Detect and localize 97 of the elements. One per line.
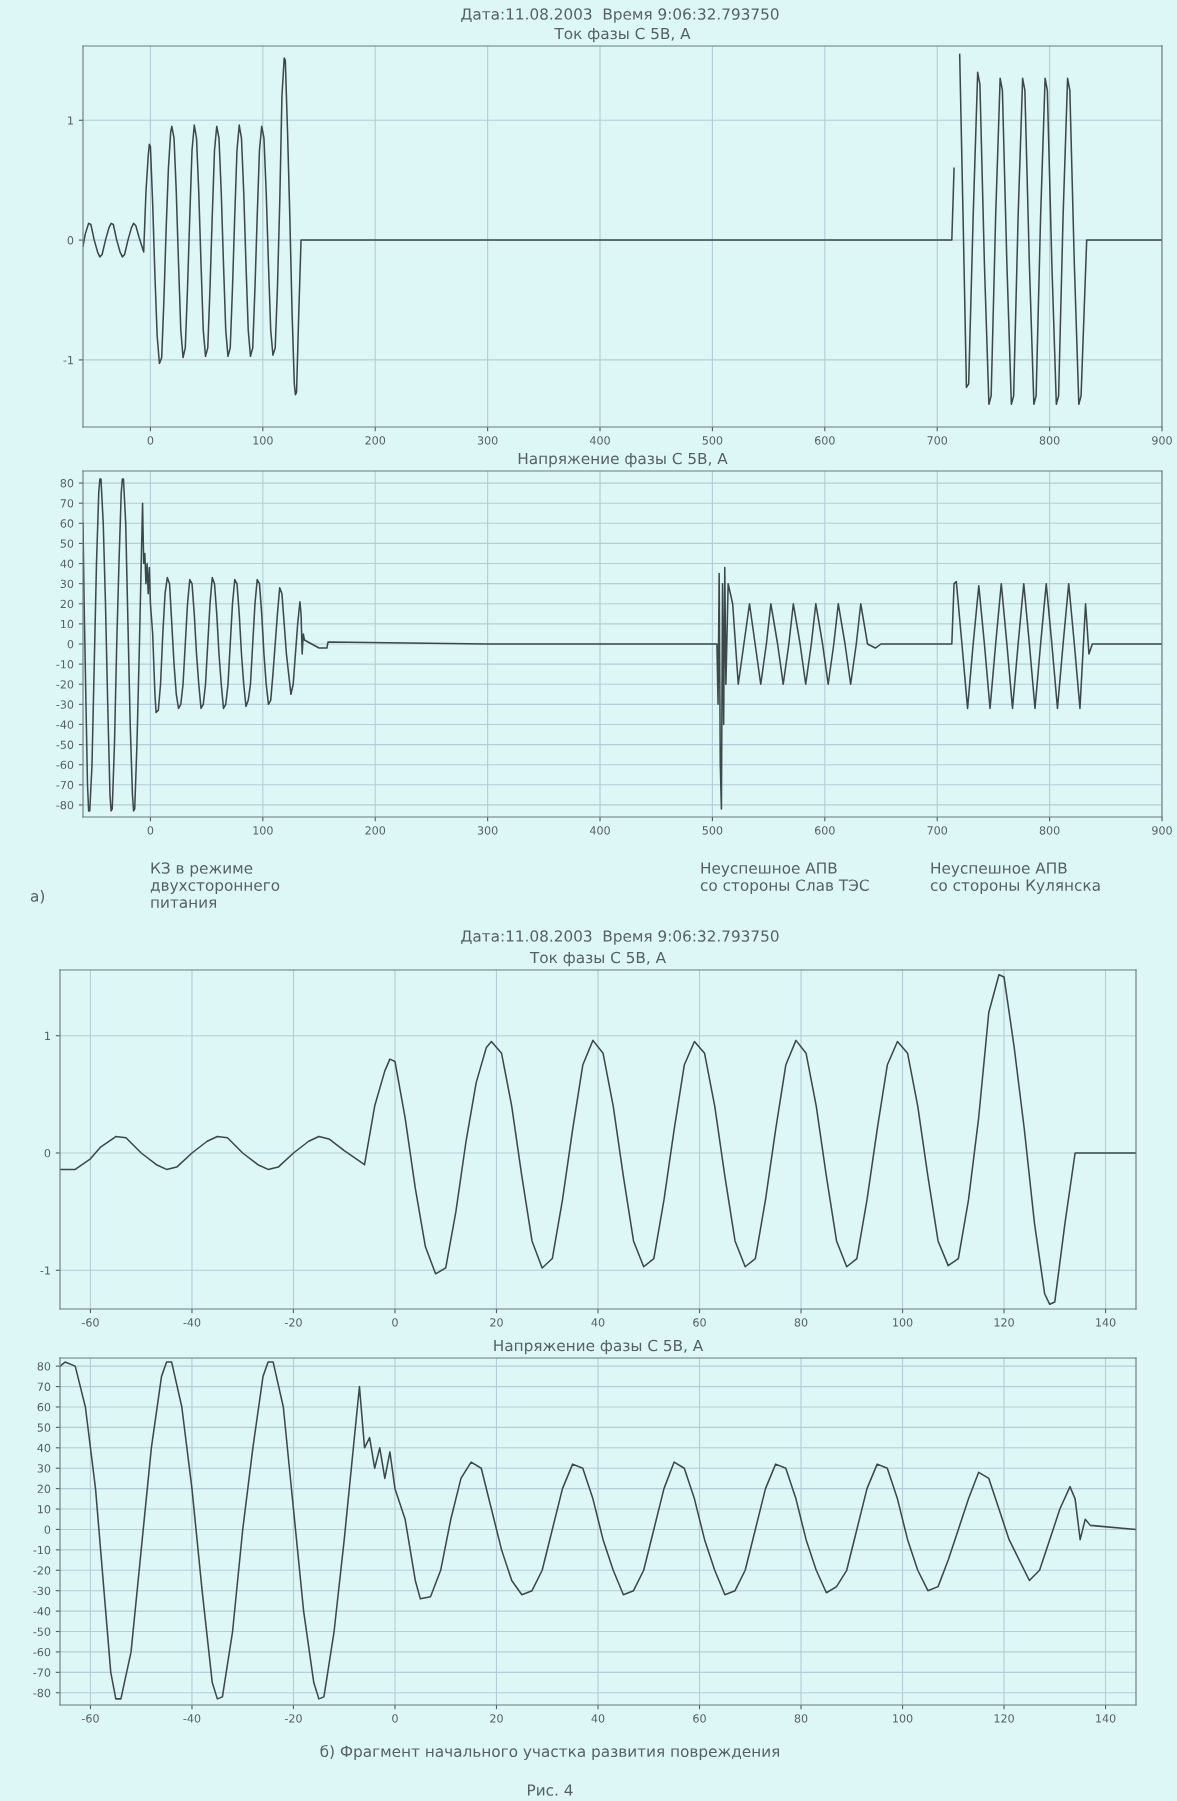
y-tick-label: -20 xyxy=(56,680,74,689)
y-tick-label: 50 xyxy=(60,539,74,548)
y-tick-label: 80 xyxy=(60,479,74,488)
x-tick-label: 300 xyxy=(477,436,498,445)
chart-title: Ток фазы С 5В, А xyxy=(529,951,666,967)
y-tick-label: 0 xyxy=(67,639,74,649)
text: Рис. 4 xyxy=(528,1784,573,1796)
line-series xyxy=(60,973,1136,1306)
x-tick-label: 60 xyxy=(693,1714,706,1723)
x-tick-label: -20 xyxy=(284,1714,302,1723)
text: КЗ в режиме двухстороннего питания xyxy=(150,862,280,909)
x-tick-label: 80 xyxy=(794,1714,808,1723)
y-tick-label: -10 xyxy=(33,1545,51,1555)
y-tick-label: -1 xyxy=(40,1266,50,1275)
y-tick-label: 60 xyxy=(60,519,74,528)
y-tick-label: 30 xyxy=(37,1464,51,1473)
x-tick-label: 900 xyxy=(1152,826,1172,835)
y-tick-label: 50 xyxy=(37,1423,51,1432)
y-tick-label: -20 xyxy=(33,1566,51,1575)
x-tick-label: 140 xyxy=(1096,1714,1116,1723)
x-tick-label: 200 xyxy=(365,436,386,445)
y-tick-label: -1 xyxy=(63,356,73,365)
x-tick-label: 0 xyxy=(392,1318,398,1327)
x-tick-label: 60 xyxy=(693,1318,706,1327)
y-tick-label: -30 xyxy=(56,700,74,709)
chart-title: Напряжение фазы С 5В, А xyxy=(518,452,728,468)
x-tick-label: 100 xyxy=(253,826,273,835)
x-tick-label: 0 xyxy=(392,1714,398,1723)
x-tick-label: -60 xyxy=(81,1714,99,1723)
x-tick-label: 800 xyxy=(1039,436,1060,445)
x-tick-label: 20 xyxy=(490,1714,503,1723)
x-tick-label: 40 xyxy=(591,1714,605,1723)
x-tick-label: 20 xyxy=(490,1318,503,1327)
x-tick-label: -60 xyxy=(81,1318,99,1327)
x-tick-label: 120 xyxy=(994,1714,1014,1723)
x-tick-label: -40 xyxy=(183,1714,201,1723)
text: Неуспешное АПВ со стороны Кулянска xyxy=(930,862,1100,894)
y-tick-label: -80 xyxy=(33,1688,51,1698)
x-tick-label: 200 xyxy=(365,826,386,835)
y-tick-label: -40 xyxy=(33,1607,51,1616)
text: Дата:11.08.2003 Время 9:06:32.793750 xyxy=(461,8,779,23)
x-tick-label: 100 xyxy=(893,1714,913,1723)
y-tick-label: 0 xyxy=(44,1148,51,1158)
y-tick-label: 1 xyxy=(68,116,73,125)
y-tick-label: -60 xyxy=(33,1647,51,1657)
x-tick-label: 100 xyxy=(253,436,273,445)
x-tick-label: 500 xyxy=(702,826,723,835)
line-series xyxy=(83,478,1162,812)
text: Дата:11.08.2003 Время 9:06:32.793750 xyxy=(461,930,779,945)
y-tick-label: -70 xyxy=(33,1668,51,1677)
x-tick-label: -40 xyxy=(183,1318,201,1327)
y-tick-label: -40 xyxy=(56,720,74,729)
x-tick-label: -20 xyxy=(284,1318,302,1327)
text: б) Фрагмент начального участка развития повреждения xyxy=(320,1745,780,1761)
x-tick-label: 600 xyxy=(814,436,835,445)
chart-title: Напряжение фазы С 5В, А xyxy=(494,1339,704,1355)
y-tick-label: 60 xyxy=(37,1402,51,1412)
x-tick-label: 100 xyxy=(893,1318,913,1327)
y-tick-label: 10 xyxy=(61,619,74,629)
x-tick-label: 500 xyxy=(702,436,723,445)
y-tick-label: -50 xyxy=(33,1627,51,1636)
x-tick-label: 0 xyxy=(147,436,154,445)
y-tick-label: 20 xyxy=(37,1484,51,1494)
x-tick-label: 80 xyxy=(794,1318,808,1327)
y-tick-label: 1 xyxy=(45,1031,50,1040)
text: а) xyxy=(30,890,45,904)
y-tick-label: 80 xyxy=(37,1362,51,1371)
line-series xyxy=(60,1361,1136,1700)
y-tick-label: 10 xyxy=(38,1505,51,1514)
x-tick-label: 700 xyxy=(927,436,948,445)
x-tick-label: 700 xyxy=(927,826,948,835)
text: Неуспешное АПВ со стороны Слав ТЭС xyxy=(700,862,869,894)
y-tick-label: 20 xyxy=(60,599,74,609)
x-tick-label: 800 xyxy=(1039,826,1060,835)
y-tick-label: -10 xyxy=(56,660,74,669)
y-tick-label: 70 xyxy=(60,499,74,508)
y-tick-label: -70 xyxy=(56,780,74,790)
x-tick-label: 900 xyxy=(1152,436,1172,445)
x-tick-label: 140 xyxy=(1096,1318,1116,1327)
chart-title: Ток фазы С 5В, А xyxy=(554,27,691,43)
x-tick-label: 400 xyxy=(589,436,610,445)
y-tick-label: 40 xyxy=(60,559,74,568)
x-tick-label: 40 xyxy=(591,1318,605,1327)
x-tick-label: 300 xyxy=(477,826,498,835)
x-tick-label: 120 xyxy=(994,1318,1014,1327)
y-tick-label: 0 xyxy=(67,236,74,245)
y-tick-label: -50 xyxy=(56,740,74,749)
y-tick-label: 70 xyxy=(37,1382,51,1391)
y-tick-label: 0 xyxy=(44,1525,51,1534)
y-tick-label: -30 xyxy=(33,1586,51,1596)
y-tick-label: -60 xyxy=(56,760,74,770)
y-tick-label: 40 xyxy=(37,1443,51,1453)
x-tick-label: 600 xyxy=(814,826,835,835)
y-tick-label: 30 xyxy=(60,579,74,589)
y-tick-label: -80 xyxy=(56,800,74,810)
x-tick-label: 400 xyxy=(589,826,610,835)
x-tick-label: 0 xyxy=(147,826,154,835)
